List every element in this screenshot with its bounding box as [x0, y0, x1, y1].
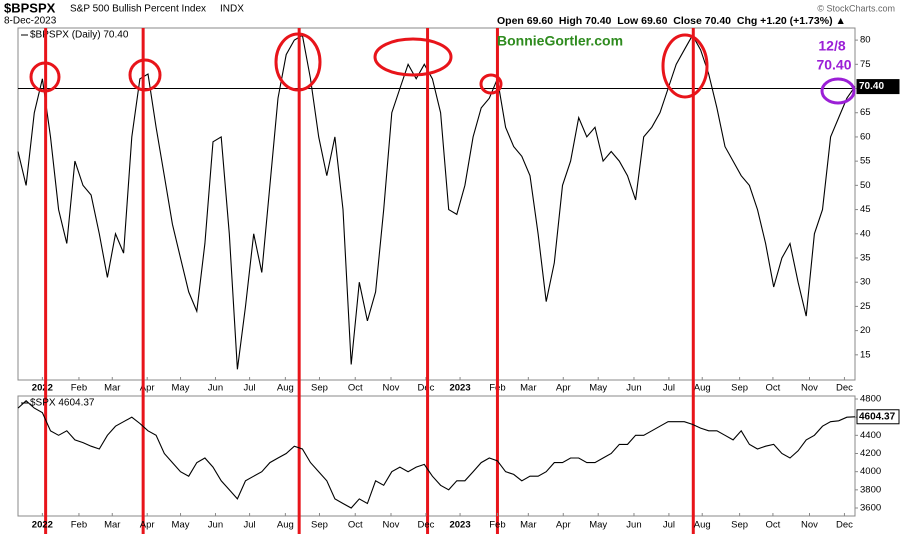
y-tick-label: 60 — [860, 131, 871, 142]
y-tick-label: 20 — [860, 325, 871, 336]
x-tick-label: Sep — [731, 383, 748, 394]
x-tick-label: Aug — [277, 383, 294, 394]
y-tick-label: 50 — [860, 180, 871, 191]
last-value-box — [856, 409, 900, 425]
y-tick-label: 30 — [860, 277, 871, 288]
x-tick-label: Nov — [801, 520, 818, 531]
price-line — [17, 400, 856, 509]
x-tick-label: Jun — [626, 383, 641, 394]
x-tick-label: Jul — [244, 383, 256, 394]
x-tick-label: Mar — [104, 520, 120, 531]
y-tick-label: 4000 — [860, 466, 881, 477]
annotation-value: 70.40 — [816, 57, 851, 73]
price-line — [17, 34, 856, 370]
x-tick-label: Sep — [311, 520, 328, 531]
x-tick-label: Oct — [766, 520, 781, 531]
highlight-circles — [29, 32, 709, 99]
symbol: $BPSPX — [4, 0, 56, 15]
x-tick-label: Dec — [836, 383, 853, 394]
x-tick-label: 2022 — [32, 383, 53, 394]
x-tick-label: Oct — [348, 520, 363, 531]
circle — [128, 58, 162, 92]
x-tick-label: Mar — [520, 520, 536, 531]
circle — [274, 32, 322, 92]
x-tick-label: Feb — [489, 520, 505, 531]
circle — [29, 61, 61, 93]
x-tick-label: Jul — [663, 383, 675, 394]
x-tick-label: 2023 — [449, 520, 470, 531]
index-name: S&P 500 Bullish Percent Index — [70, 4, 206, 15]
last-value-label: 70.40 — [859, 81, 884, 92]
x-tick-label: Sep — [731, 520, 748, 531]
x-tick-label: Aug — [694, 520, 711, 531]
x-tick-label: Feb — [71, 520, 87, 531]
y-tick-label: 25 — [860, 301, 871, 312]
legend: $SPX 4604.37 — [30, 398, 95, 409]
circle — [479, 73, 503, 95]
x-tick-label: 2022 — [32, 520, 53, 531]
x-tick-label: May — [172, 383, 190, 394]
y-tick-label: 55 — [860, 156, 871, 167]
x-tick-label: Jul — [244, 520, 256, 531]
x-tick-label: Apr — [140, 520, 155, 531]
x-tick-label: Jun — [208, 383, 223, 394]
x-tick-label: May — [589, 520, 607, 531]
y-tick-label: 4800 — [860, 394, 881, 405]
purple-circle — [820, 77, 856, 105]
y-tick-label: 80 — [860, 35, 871, 46]
last-value-box — [856, 79, 900, 95]
x-tick-label: Jul — [663, 520, 675, 531]
y-tick-label: 4400 — [860, 430, 881, 441]
x-tick-label: Dec — [836, 520, 853, 531]
y-tick-label: 40 — [860, 228, 871, 239]
circle — [661, 33, 709, 99]
site-watermark: BonnieGortler.com — [497, 33, 623, 49]
x-tick-label: Apr — [556, 520, 571, 531]
quote: Open 69.60 High 70.40 Low 69.60 Close 70… — [497, 15, 846, 27]
y-tick-label: 65 — [860, 107, 871, 118]
y-tick-label: 4200 — [860, 448, 881, 459]
x-tick-label: Apr — [140, 383, 155, 394]
x-tick-label: Nov — [383, 383, 400, 394]
exchange: INDX — [220, 4, 244, 15]
x-tick-label: Apr — [556, 383, 571, 394]
x-tick-label: Dec — [417, 383, 434, 394]
x-tick-label: Jun — [208, 520, 223, 531]
x-tick-label: Aug — [694, 383, 711, 394]
y-tick-label: 3800 — [860, 484, 881, 495]
x-tick-label: Dec — [417, 520, 434, 531]
date: 8-Dec-2023 — [4, 16, 57, 27]
x-tick-label: May — [172, 520, 190, 531]
panel-frame — [17, 395, 856, 517]
x-tick-label: Nov — [383, 520, 400, 531]
y-tick-label: 3600 — [860, 503, 881, 514]
copyright: © StockCharts.com — [817, 3, 895, 13]
x-tick-label: Nov — [801, 383, 818, 394]
x-tick-label: Jun — [626, 520, 641, 531]
annotation-date: 12/8 — [818, 38, 845, 54]
y-tick-label: 15 — [860, 349, 871, 360]
panel-frame — [17, 27, 856, 381]
y-tick-label: 35 — [860, 253, 871, 264]
x-tick-label: May — [589, 383, 607, 394]
x-tick-label: Oct — [348, 383, 363, 394]
x-tick-label: Oct — [766, 383, 781, 394]
x-tick-label: Sep — [311, 383, 328, 394]
y-tick-label: 45 — [860, 204, 871, 215]
circle — [373, 37, 453, 77]
x-tick-label: Feb — [71, 383, 87, 394]
x-tick-label: Mar — [104, 383, 120, 394]
legend: $BPSPX (Daily) 70.40 — [30, 30, 129, 41]
x-tick-label: Aug — [277, 520, 294, 531]
last-value-label: 4604.37 — [859, 411, 896, 422]
x-tick-label: 2023 — [449, 383, 470, 394]
x-tick-label: Mar — [520, 383, 536, 394]
y-tick-label: 75 — [860, 59, 871, 70]
